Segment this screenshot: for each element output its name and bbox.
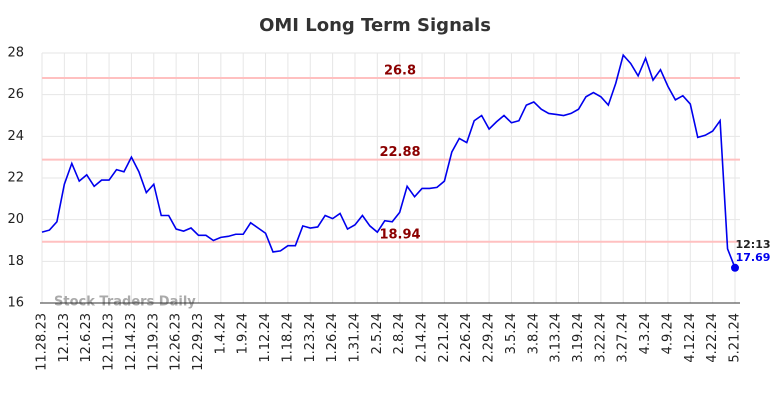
price-line: [41, 53, 736, 269]
x-tick-label: 12.19.23: [146, 313, 161, 371]
x-tick-label: 2.14.24: [415, 313, 430, 363]
last-value: 17.69: [736, 251, 771, 264]
x-tick-label: 4.12.24: [683, 313, 698, 363]
signal-label: 26.8: [384, 64, 416, 79]
x-tick-label: 2.26.24: [459, 313, 474, 363]
x-tick-label: 3.8.24: [526, 313, 541, 354]
x-tick-label: 12.1.23: [57, 313, 72, 363]
x-tick-label: 12.11.23: [102, 313, 117, 371]
y-tick-label: 24: [7, 129, 24, 144]
y-tick-label: 26: [7, 87, 24, 102]
x-tick-label: 12.6.23: [79, 313, 94, 363]
x-tick-label: 1.9.24: [236, 313, 251, 354]
x-tick-label: 3.5.24: [504, 313, 519, 354]
x-tick-label: 3.19.24: [571, 313, 586, 363]
x-tick-label: 3.13.24: [549, 313, 564, 363]
x-tick-label: 12.26.23: [169, 313, 184, 371]
chart-title: OMI Long Term Signals: [259, 15, 491, 36]
signal-label: 22.88: [379, 145, 420, 160]
y-tick-label: 28: [7, 46, 24, 61]
x-tick-label: 2.21.24: [437, 313, 452, 363]
x-tick-label: 1.18.24: [280, 313, 295, 363]
x-tick-label: 4.3.24: [638, 313, 653, 354]
y-tick-label: 20: [7, 212, 24, 227]
x-tick-label: 1.4.24: [213, 313, 228, 354]
x-tick-label: 1.23.24: [303, 313, 318, 363]
x-tick-label: 4.9.24: [660, 313, 675, 354]
y-tick-label: 22: [7, 171, 24, 186]
x-tick-label: 4.22.24: [705, 313, 720, 363]
x-tick-label: 2.8.24: [392, 313, 407, 354]
y-tick-label: 18: [7, 254, 24, 269]
x-tick-label: 2.5.24: [370, 313, 385, 354]
x-tick-label: 1.12.24: [258, 313, 273, 363]
x-tick-label: 1.31.24: [347, 313, 362, 363]
x-tick-label: 12.29.23: [191, 313, 206, 371]
x-tick-label: 12.14.23: [124, 313, 139, 371]
x-tick-label: 11.28.23: [35, 313, 50, 371]
y-tick-label: 16: [7, 296, 24, 311]
watermark: Stock Traders Daily: [54, 295, 196, 310]
x-tick-label: 3.22.24: [593, 313, 608, 363]
last-point: [731, 263, 739, 272]
signal-label: 18.94: [379, 227, 420, 242]
x-tick-label: 3.27.24: [616, 313, 631, 363]
last-time: 12:13: [735, 238, 770, 251]
x-tick-label: 1.26.24: [325, 313, 340, 363]
x-tick-label: 5.21.24: [728, 313, 743, 363]
x-tick-label: 2.29.24: [482, 313, 497, 363]
